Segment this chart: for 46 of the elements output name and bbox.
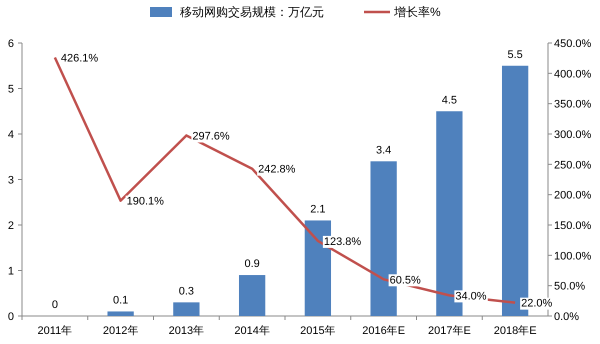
data-label: 22.0% [521,298,553,310]
x-tick-label: 2018年E [494,325,537,337]
bar [107,311,134,316]
data-label: 123.8% [324,236,362,248]
legend-label: 移动网购交易规模：万亿元 [180,5,324,19]
y-tick-label: 1 [8,266,14,278]
y-tick-label: 6 [8,38,14,50]
y2-tick-label: 400.0% [554,68,592,80]
data-label: 2.1 [310,203,326,216]
y-tick-label: 3 [8,174,14,186]
x-tick-label: 2017年E [428,325,471,337]
x-tick-label: 2015年 [300,325,336,337]
y2-tick-label: 450.0% [554,38,592,50]
data-label: 3.4 [376,144,392,156]
legend-label: 增长率% [393,5,441,19]
y2-tick-label: 150.0% [554,220,592,232]
x-tick-label: 2016年E [362,325,406,337]
y-tick-label: 0 [8,311,14,323]
bar [173,302,200,316]
data-label: 297.6% [192,130,230,142]
data-label: 190.1% [126,196,164,208]
data-label: 4.5 [442,94,458,106]
y2-tick-label: 100.0% [554,250,592,262]
y-tick-label: 5 [8,84,14,96]
data-label: 60.5% [390,274,422,286]
x-tick-label: 2011年 [38,325,72,337]
data-label: 426.1% [60,52,98,64]
data-label: 0.1 [112,294,128,306]
data-label: 0 [52,299,58,311]
bar [238,275,266,316]
y-tick-label: 2 [8,220,14,232]
data-label: 242.8% [258,164,296,176]
y2-tick-label: 50.0% [554,280,586,293]
y2-tick-label: 350.0% [554,98,592,111]
x-tick-label: 2012年 [102,325,138,337]
x-tick-label: 2013年 [168,325,204,337]
data-label: 0.3 [178,285,194,298]
x-tick-label: 2014年 [234,325,270,337]
data-label: 34.0% [455,290,487,302]
y-tick-label: 4 [8,129,14,141]
y2-tick-label: 300.0% [554,129,592,141]
y2-tick-label: 0.0% [554,311,580,323]
y2-tick-label: 200.0% [554,190,592,202]
data-label: 0.9 [244,258,260,270]
data-label: 5.5 [507,48,523,61]
y2-tick-label: 250.0% [554,159,592,172]
